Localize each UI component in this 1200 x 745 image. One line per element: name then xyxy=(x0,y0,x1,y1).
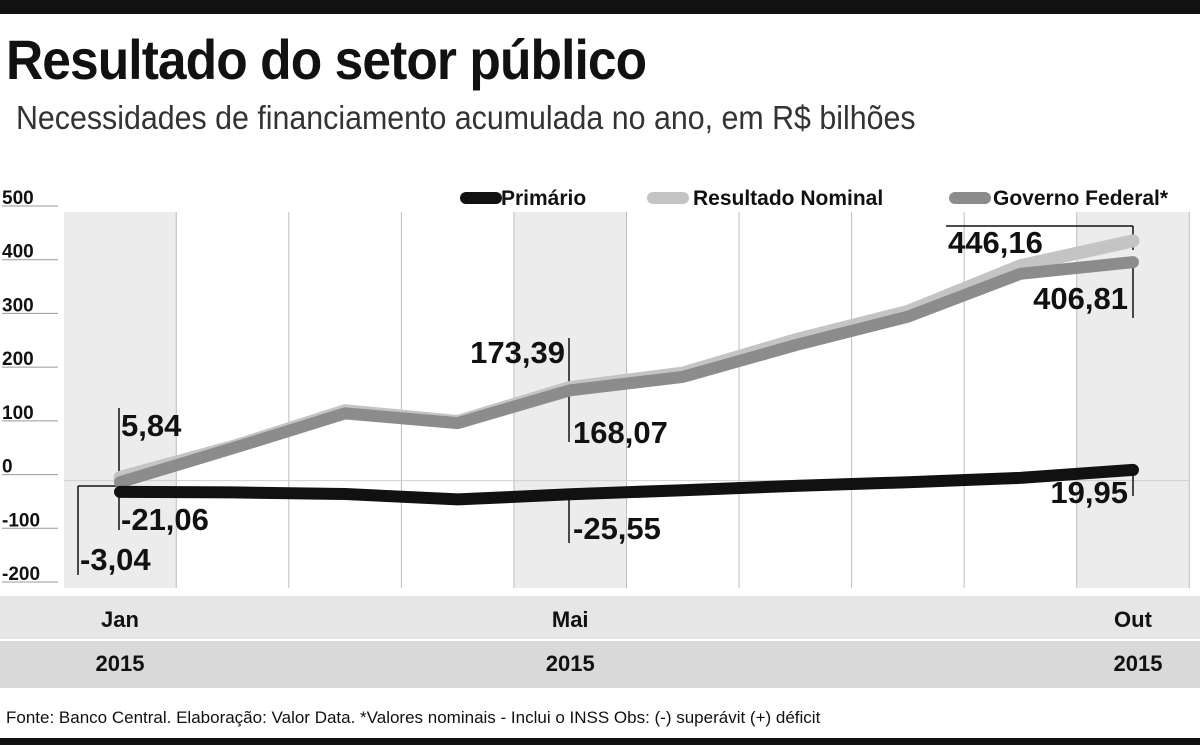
y-tick-label: 500 xyxy=(2,188,34,209)
x-tick-year: 2015 xyxy=(96,651,145,676)
y-tick-label: -200 xyxy=(2,564,40,585)
x-tick-month: Out xyxy=(1114,607,1153,632)
x-tick-year: 2015 xyxy=(546,651,595,676)
x-axis-year-band xyxy=(0,640,1200,688)
x-axis-month-band xyxy=(0,596,1200,640)
data-label: -21,06 xyxy=(121,502,209,537)
vertical-gridlines xyxy=(64,212,1190,588)
series-lines xyxy=(113,234,1140,506)
data-labels: 5,84 -21,06 -3,04 173,39 168,07 -25,55 446,16 4… xyxy=(80,225,1128,577)
chart-background xyxy=(0,212,1200,688)
source-note: Fonte: Banco Central. Elaboração: Valor … xyxy=(6,708,821,727)
data-label: -3,04 xyxy=(80,542,151,577)
y-axis-ticks: 500 400 300 200 100 0 -100 -200 xyxy=(2,188,58,585)
data-label: 406,81 xyxy=(1033,281,1128,316)
legend-label: Resultado Nominal xyxy=(693,187,883,210)
data-label: 446,16 xyxy=(948,225,1043,260)
y-tick-label: 300 xyxy=(2,295,34,316)
highlight-band xyxy=(64,212,177,588)
data-label: 19,95 xyxy=(1050,475,1128,510)
y-tick-label: 200 xyxy=(2,349,34,370)
y-tick-label: 100 xyxy=(2,403,34,424)
series-line-0 xyxy=(114,463,1139,506)
legend-label: Governo Federal* xyxy=(993,187,1169,210)
line-chart: 500 400 300 200 100 0 -100 -200 5,84 -21,06 -3,04… xyxy=(0,187,1200,688)
data-label: -25,55 xyxy=(573,511,661,546)
chart-title: Resultado do setor público xyxy=(6,28,647,91)
bottom-rule xyxy=(0,738,1200,745)
data-label: 168,07 xyxy=(573,415,668,450)
x-tick-month: Jan xyxy=(101,607,139,632)
y-tick-label: -100 xyxy=(2,510,40,531)
x-axis: Jan 2015 Mai 2015 Out 2015 xyxy=(96,607,1163,676)
chart-subtitle: Necessidades de financiamento acumulada … xyxy=(16,99,916,136)
legend-label: Primário xyxy=(501,187,586,210)
data-label: 173,39 xyxy=(470,335,565,370)
top-rule xyxy=(0,0,1200,14)
y-tick-label: 400 xyxy=(2,242,34,263)
legend: Primário Resultado Nominal Governo Federal… xyxy=(460,187,1169,210)
x-tick-month: Mai xyxy=(552,607,589,632)
y-tick-label: 0 xyxy=(2,457,13,478)
data-label: 5,84 xyxy=(121,408,182,443)
x-tick-year: 2015 xyxy=(1114,651,1163,676)
series-line-2 xyxy=(114,256,1139,489)
